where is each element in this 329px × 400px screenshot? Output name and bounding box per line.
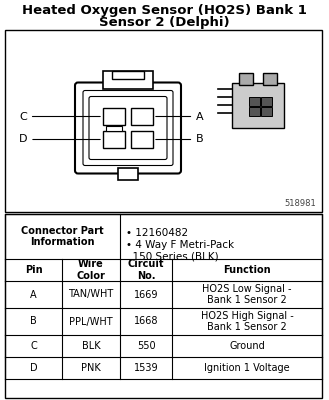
FancyBboxPatch shape [75, 82, 181, 174]
Bar [249, 97, 260, 106]
Text: 550: 550 [137, 341, 155, 351]
Text: D: D [30, 363, 37, 373]
Bar [5, 30, 322, 212]
Bar [261, 97, 272, 106]
Text: 1668: 1668 [134, 316, 158, 326]
Text: Wire
Color: Wire Color [77, 259, 105, 281]
Text: B: B [30, 316, 37, 326]
Text: Circuit
No.: Circuit No. [128, 259, 164, 281]
Bar [261, 107, 272, 116]
Text: Function: Function [223, 265, 271, 275]
Text: Ignition 1 Voltage: Ignition 1 Voltage [204, 363, 290, 373]
Bar [232, 82, 284, 128]
Bar [103, 131, 125, 148]
Bar [263, 72, 277, 84]
Bar [131, 131, 153, 148]
Bar [249, 107, 260, 116]
Text: 1539: 1539 [134, 363, 158, 373]
Bar [106, 126, 122, 130]
Text: PPL/WHT: PPL/WHT [69, 316, 113, 326]
Text: HO2S Low Signal -
Bank 1 Sensor 2: HO2S Low Signal - Bank 1 Sensor 2 [202, 284, 292, 305]
Bar [239, 72, 253, 84]
Text: Connector Part
Information: Connector Part Information [21, 226, 104, 247]
Text: A: A [156, 112, 204, 122]
Text: BLK: BLK [82, 341, 100, 351]
Bar [103, 108, 125, 125]
Text: C: C [19, 112, 100, 122]
Text: A: A [30, 290, 37, 300]
Text: Sensor 2 (Delphi): Sensor 2 (Delphi) [99, 16, 230, 29]
Text: D: D [19, 134, 100, 144]
Text: 1669: 1669 [134, 290, 158, 300]
Text: Ground: Ground [229, 341, 265, 351]
Text: 518981: 518981 [284, 199, 316, 208]
Bar [118, 168, 138, 180]
Bar [112, 70, 144, 78]
Text: Pin: Pin [25, 265, 42, 275]
Text: TAN/WHT: TAN/WHT [68, 290, 114, 300]
Text: PNK: PNK [81, 363, 101, 373]
Bar [5, 214, 322, 398]
Text: B: B [156, 134, 204, 144]
Text: C: C [30, 341, 37, 351]
Text: • 12160482
• 4 Way F Metri-Pack
  150 Series (BLK): • 12160482 • 4 Way F Metri-Pack 150 Seri… [126, 228, 234, 262]
Text: HO2S High Signal -
Bank 1 Sensor 2: HO2S High Signal - Bank 1 Sensor 2 [201, 311, 293, 332]
Bar [103, 70, 153, 88]
Bar [131, 108, 153, 125]
Text: Heated Oxygen Sensor (HO2S) Bank 1: Heated Oxygen Sensor (HO2S) Bank 1 [22, 4, 307, 17]
